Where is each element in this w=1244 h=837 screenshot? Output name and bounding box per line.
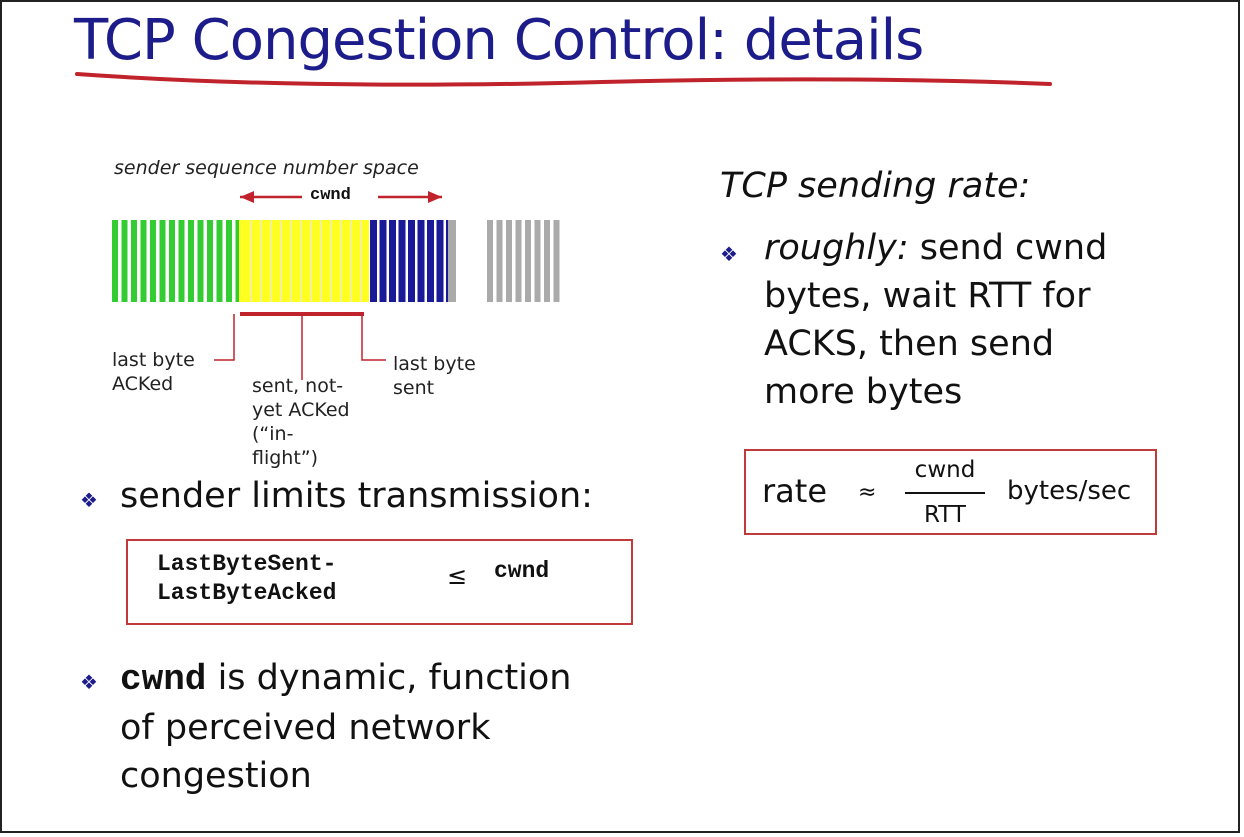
text-line: bytes, wait RTT for (764, 276, 1091, 316)
bullet-text: roughly: send cwnd bytes, wait RTT for A… (764, 224, 1107, 416)
connector (214, 314, 235, 361)
label: sent, not- yet ACKed (“in- flight”) (252, 374, 350, 470)
arrow-head (428, 191, 442, 203)
stripe (250, 220, 252, 302)
stripe (207, 220, 213, 302)
connector (361, 314, 386, 361)
stripe (360, 220, 362, 302)
inequality-lhs: LastByteSent- LastByteAcked (157, 550, 336, 608)
stripe (112, 220, 118, 302)
stripe (417, 220, 425, 302)
sequence-stripes (112, 220, 560, 302)
arrow-head (240, 191, 254, 203)
title-underline (75, 72, 1052, 87)
code: cwnd (120, 659, 207, 700)
label: last byte sent (393, 352, 476, 400)
stripe (379, 220, 387, 302)
stripe (131, 220, 137, 302)
stripe (408, 220, 415, 302)
bullet-icon: ❖ (720, 242, 738, 266)
label-line: ACKed (112, 373, 174, 395)
text-line: more bytes (764, 372, 963, 412)
stripe (121, 220, 128, 302)
diagram-caption: sender sequence number space (114, 157, 419, 179)
label: last byte ACKed (112, 348, 195, 396)
stripe (290, 220, 292, 302)
code-line: LastByteAcked (157, 580, 337, 606)
stripe (188, 220, 194, 302)
stripe (330, 220, 332, 302)
formula-box (744, 449, 1157, 535)
text: is dynamic, function (217, 658, 572, 698)
stripe (235, 220, 242, 302)
operator: ≤ (447, 562, 468, 590)
inequality-rhs: cwnd (494, 558, 550, 584)
bullet-text: cwnd is dynamic, function of perceived n… (120, 654, 572, 800)
stripe (300, 220, 302, 302)
stripe (310, 220, 312, 302)
heading: TCP sending rate: (720, 166, 1031, 206)
stripe (140, 220, 147, 302)
label-line: last byte (393, 353, 476, 375)
stripe (427, 220, 434, 302)
emphasis: roughly: (764, 228, 909, 268)
stripe (448, 220, 456, 302)
stripe (260, 220, 262, 302)
label-line: flight”) (252, 447, 319, 469)
stripe (320, 220, 322, 302)
stripe (159, 220, 166, 302)
denominator: RTT (923, 502, 966, 528)
stripe (436, 220, 444, 302)
stripe (544, 220, 550, 302)
unit: bytes/sec (1007, 476, 1132, 506)
numerator: cwnd (914, 457, 976, 483)
stripe (496, 220, 503, 302)
stripe (506, 220, 512, 302)
stripe (389, 220, 396, 302)
stripe (398, 220, 406, 302)
stripe (150, 220, 156, 302)
stripe (226, 220, 232, 302)
label-line: last byte (112, 349, 195, 371)
stripe (216, 220, 223, 302)
text-line: cwnd is dynamic, function (120, 654, 572, 704)
text-line: congestion (120, 756, 312, 796)
stripe (340, 220, 342, 302)
stripe (280, 220, 282, 302)
stripe (197, 220, 204, 302)
stripe (487, 220, 493, 302)
stripe (239, 220, 369, 302)
label-line: sent, not- (252, 375, 344, 397)
stripe (270, 220, 272, 302)
stripe (178, 220, 185, 302)
stripe (534, 220, 541, 302)
operator: ≈ (858, 480, 877, 505)
bullet-text: sender limits transmission: (120, 476, 593, 516)
stripe (169, 220, 175, 302)
stripe (515, 220, 522, 302)
stripe (553, 220, 560, 302)
fraction-bar (905, 492, 985, 494)
code-line: LastByteSent- (157, 551, 337, 577)
formula-lhs: rate (762, 472, 827, 510)
inequality-box (126, 539, 633, 625)
stripe (370, 220, 377, 302)
slide-title: TCP Congestion Control: details (74, 8, 924, 73)
text: send cwnd (919, 228, 1108, 268)
cwnd-label: cwnd (310, 186, 351, 205)
bullet-icon: ❖ (80, 488, 98, 512)
label-line: sent (393, 377, 435, 399)
text-line: ACKS, then send (764, 324, 1055, 364)
label-line: yet ACKed (252, 399, 350, 421)
label-bg (302, 186, 378, 208)
bullet-icon: ❖ (80, 670, 98, 694)
text-line: of perceived network (120, 708, 491, 748)
text-line: roughly: send cwnd (764, 224, 1107, 272)
stripe (350, 220, 352, 302)
stripe (525, 220, 531, 302)
label-line: (“in- (252, 423, 294, 445)
